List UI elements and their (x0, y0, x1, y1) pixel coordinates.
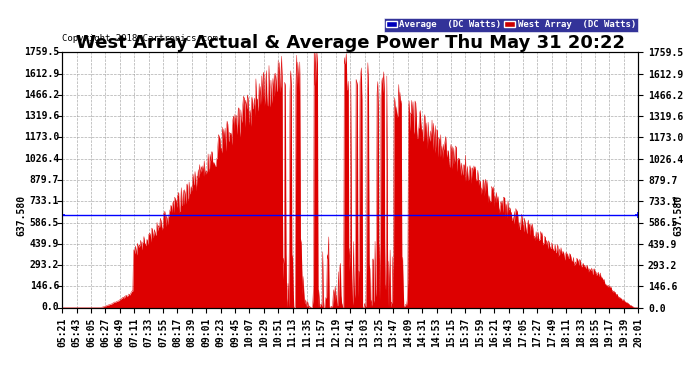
Text: 1319.6: 1319.6 (24, 111, 59, 121)
Text: 439.9: 439.9 (30, 239, 59, 249)
Text: 293.2: 293.2 (30, 260, 59, 270)
Text: 146.6: 146.6 (30, 281, 59, 291)
Text: 1612.9: 1612.9 (24, 69, 59, 79)
Text: 1466.2: 1466.2 (24, 90, 59, 100)
Text: 1026.4: 1026.4 (24, 154, 59, 164)
Text: 586.5: 586.5 (30, 217, 59, 228)
Text: Copyright 2018 Cartronics.com: Copyright 2018 Cartronics.com (62, 34, 218, 43)
Legend: Average  (DC Watts), West Array  (DC Watts): Average (DC Watts), West Array (DC Watts… (384, 18, 638, 32)
Text: 879.7: 879.7 (30, 175, 59, 185)
Text: 637.580: 637.580 (17, 195, 27, 236)
Text: 637.580: 637.580 (673, 195, 684, 236)
Text: 1173.0: 1173.0 (24, 132, 59, 142)
Text: 733.1: 733.1 (30, 196, 59, 206)
Title: West Array Actual & Average Power Thu May 31 20:22: West Array Actual & Average Power Thu Ma… (76, 34, 624, 53)
Text: 0.0: 0.0 (41, 303, 59, 312)
Text: 1759.5: 1759.5 (24, 48, 59, 57)
